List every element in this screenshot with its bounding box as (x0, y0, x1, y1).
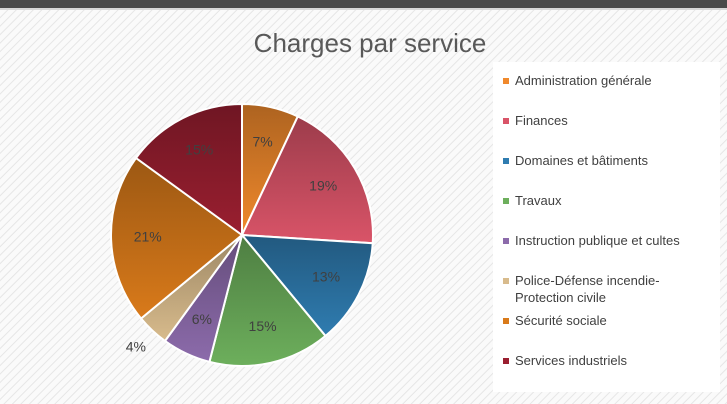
pie-slice (208, 232, 327, 367)
legend-label: Police-Défense incendie-Protection civil… (515, 273, 660, 305)
legend-swatch (503, 278, 509, 284)
pie-slice (110, 156, 244, 320)
data-label: 21% (134, 229, 162, 245)
legend-swatch (503, 238, 509, 244)
legend-item: Finances (503, 112, 718, 129)
legend-item: Administration générale (503, 72, 718, 89)
legend-item: Domaines et bâtiments (503, 152, 718, 169)
legend-swatch (503, 158, 509, 164)
legend-label: Travaux (515, 193, 562, 208)
data-label: 19% (309, 178, 337, 194)
data-label: 13% (312, 269, 340, 285)
legend-swatch (503, 318, 509, 324)
legend-item: Sécurité sociale (503, 312, 718, 329)
data-label: 15% (249, 318, 277, 334)
pie: 7% 19% 13% 15% 6% 4% 21% 15% (110, 102, 374, 367)
legend: Administration générale Finances Domaines … (493, 62, 720, 392)
legend-label: Services industriels (515, 353, 627, 368)
top-bar (0, 0, 727, 8)
legend-label: Administration générale (515, 73, 652, 88)
data-label: 15% (185, 142, 213, 158)
pie-slice (134, 102, 243, 237)
legend-label: Sécurité sociale (515, 313, 607, 328)
data-label: 4% (126, 339, 146, 355)
legend-label: Domaines et bâtiments (515, 153, 648, 168)
data-label: 6% (192, 311, 212, 327)
legend-label: Instruction publique et cultes (515, 233, 680, 248)
data-label: 7% (252, 134, 272, 150)
legend-swatch (503, 118, 509, 124)
legend-item: Instruction publique et cultes (503, 232, 718, 249)
legend-item: Police-Défense incendie-Protection civil… (503, 272, 718, 306)
legend-swatch (503, 78, 509, 84)
top-bar-line (0, 8, 727, 10)
pie-slice (240, 115, 374, 245)
chart-title: Charges par service (254, 28, 487, 58)
legend-item: Travaux (503, 192, 718, 209)
legend-swatch (503, 198, 509, 204)
legend-label: Finances (515, 113, 568, 128)
legend-item: Services industriels (503, 352, 718, 369)
pie-slice (239, 233, 374, 338)
legend-swatch (503, 358, 509, 364)
